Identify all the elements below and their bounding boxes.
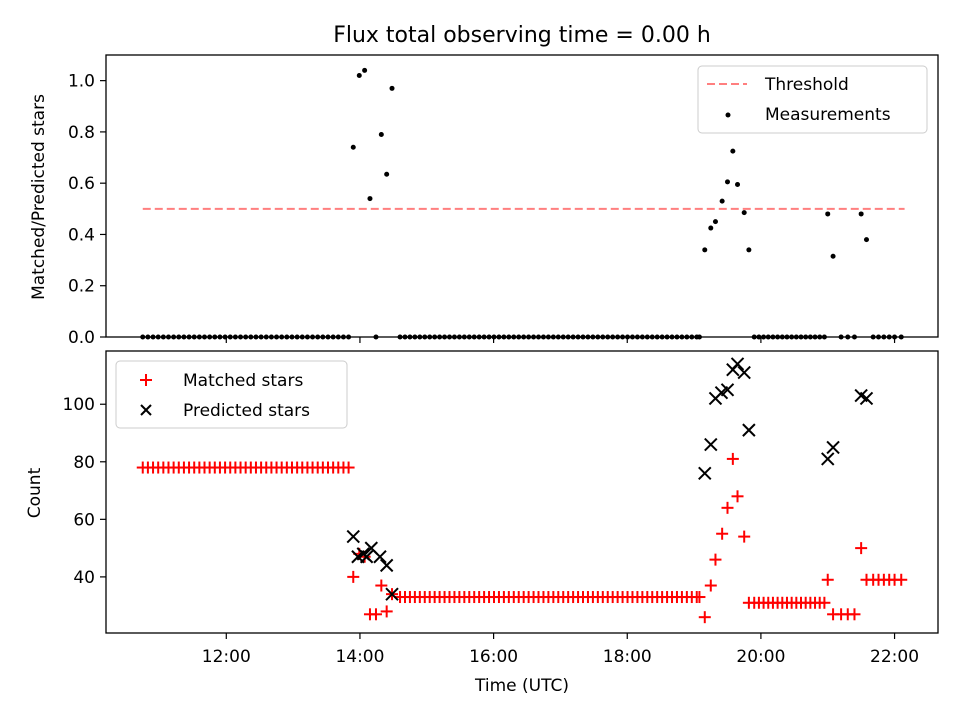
count-panel: 40 60 80 100 Count Matched stars Predicted … [25, 350, 939, 639]
ratio-y-tick-label: 0.2 [68, 277, 95, 297]
measurement-point [384, 171, 390, 177]
measurement-point [702, 247, 708, 253]
measurement-point [858, 211, 864, 217]
legend-predicted-swatch [140, 404, 152, 416]
ratio-y-tick-label: 0.6 [68, 174, 95, 194]
matched-stars-point [721, 501, 734, 514]
ratio-panel-legend: Threshold Measurements [697, 65, 928, 134]
x-tick-label: 16:00 [469, 647, 518, 667]
matched-stars-point [731, 490, 744, 503]
measurement-point [350, 144, 356, 150]
count-y-tick-label: 100 [63, 395, 95, 415]
matched-stars-point [693, 591, 706, 604]
matched-stars-point [726, 452, 739, 465]
count-y-tick-label: 40 [73, 568, 95, 588]
matched-stars-point [738, 530, 751, 543]
count-y-tick-label: 80 [73, 453, 95, 473]
measurement-point [825, 211, 831, 217]
matched-stars-point [342, 461, 355, 474]
measurement-point [863, 237, 869, 243]
ratio-panel-frame [105, 54, 939, 338]
ratio-y-tick-label: 1.0 [68, 72, 95, 92]
measurement-point [830, 253, 836, 259]
predicted-stars-point [742, 423, 756, 437]
matched-stars-point [716, 527, 729, 540]
legend-threshold-label: Threshold [764, 75, 849, 95]
measurement-point [362, 67, 368, 73]
legend-measurements-swatch [725, 112, 731, 118]
measurement-point [712, 219, 718, 225]
matched-stars-point [895, 573, 908, 586]
x-tick-label: 18:00 [603, 647, 652, 667]
predicted-stars-point [379, 558, 394, 573]
ratio-panel: 0.0 0.2 0.4 0.6 0.8 1.0 Matched/Predicted sta… [29, 54, 939, 348]
matched-stars-point [375, 579, 388, 592]
predicted-stars-point [859, 391, 874, 406]
measurement-point [367, 196, 373, 202]
measurement-point [741, 210, 747, 216]
matched-stars-point [347, 570, 360, 583]
count-panel-ylabel: Count [25, 467, 45, 518]
predicted-stars-point [698, 466, 712, 481]
chart-title: Flux total observing time = 0.00 h [333, 23, 711, 48]
x-tick-label: 20:00 [736, 647, 785, 667]
predicted-stars-point [821, 452, 835, 466]
predicted-stars-point [346, 529, 360, 544]
ratio-y-tick-label: 0.0 [68, 328, 95, 348]
predicted-stars-point [720, 383, 735, 397]
measurement-point [378, 131, 384, 137]
predicted-stars-point [826, 440, 840, 455]
measurement-point [730, 148, 736, 154]
count-y-tick-label: 60 [73, 510, 95, 530]
x-tick-labels: 12:00 14:00 16:00 18:00 20:00 22:00 [202, 647, 919, 667]
measurement-point [708, 225, 714, 231]
x-tick-label: 12:00 [202, 647, 251, 667]
legend-frame [697, 65, 928, 134]
predicted-stars-point [704, 437, 718, 452]
ratio-panel-ylabel: Matched/Predicted stars [29, 94, 49, 300]
predicted-stars-point [373, 550, 387, 564]
predicted-stars-point [385, 587, 399, 601]
predicted-stars-point [359, 550, 374, 564]
matched-stars-point [698, 611, 711, 624]
ratio-y-tick-label: 0.4 [68, 225, 95, 245]
predicted-stars-point [730, 357, 745, 371]
matched-stars-point [848, 608, 861, 621]
measurement-point [389, 85, 395, 91]
legend-matched-swatch [140, 374, 152, 386]
legend-predicted-label: Predicted stars [183, 401, 310, 421]
count-panel-legend: Matched stars Predicted stars [115, 360, 348, 429]
count-panel-frame [105, 350, 939, 634]
legend-frame [115, 360, 348, 429]
matched-stars-point [380, 605, 393, 618]
ratio-y-tick-label: 0.8 [68, 123, 95, 143]
measurement-point [735, 181, 741, 187]
measurement-point [719, 198, 725, 204]
matched-stars-point [855, 542, 868, 555]
x-tick-label: 14:00 [335, 647, 384, 667]
matched-stars-point [704, 579, 717, 592]
legend-measurements-label: Measurements [765, 105, 891, 125]
legend-matched-label: Matched stars [183, 371, 303, 391]
measurement-point [356, 73, 362, 79]
measurement-point [746, 247, 752, 253]
matched-stars-point [818, 596, 831, 609]
x-tick-label: 22:00 [870, 647, 919, 667]
matched-stars-point [709, 553, 722, 566]
x-axis-label: Time (UTC) [474, 676, 569, 696]
predicted-stars-point [737, 365, 751, 380]
measurement-point [724, 179, 730, 185]
matched-stars-point [369, 608, 382, 621]
matched-stars-point [821, 573, 834, 586]
